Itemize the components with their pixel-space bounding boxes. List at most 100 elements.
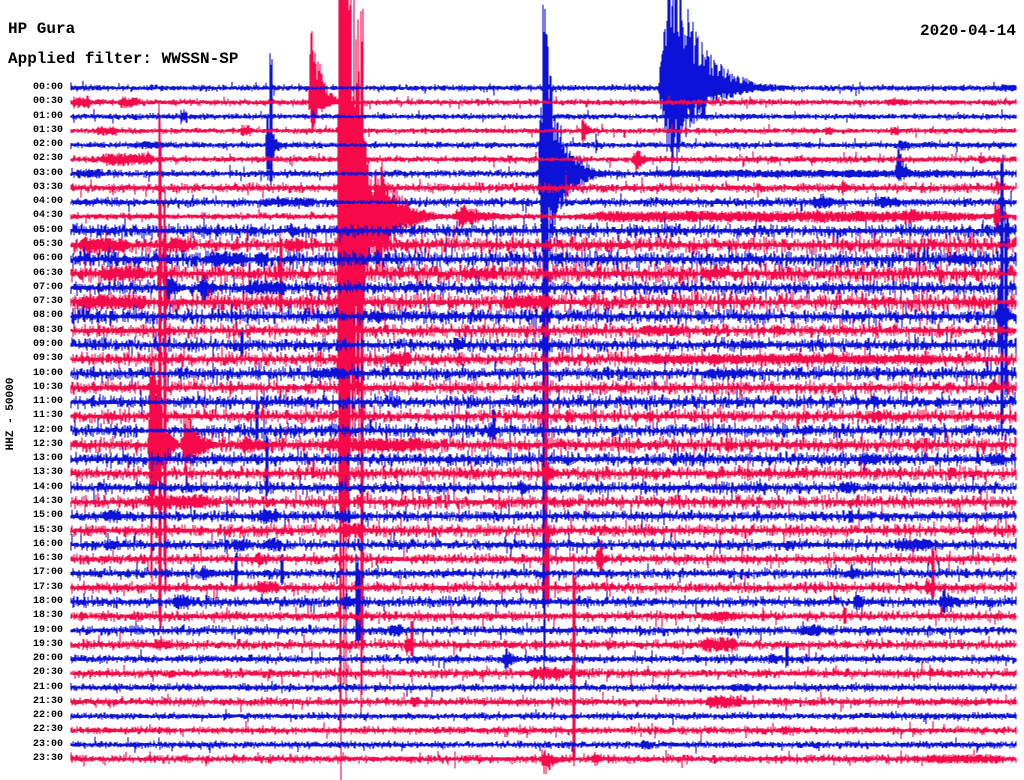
time-label: 20:30 xyxy=(32,667,63,679)
trace-row-1030 xyxy=(70,386,1017,390)
time-label: 10:00 xyxy=(32,367,63,379)
trace-row-0930 xyxy=(70,357,1017,362)
trace-row-0030 xyxy=(70,100,1017,105)
trace-row-2230 xyxy=(70,728,1017,733)
time-label: 16:30 xyxy=(32,553,63,565)
time-label: 15:30 xyxy=(32,524,63,536)
time-label: 06:30 xyxy=(32,267,63,279)
trace-row-0100 xyxy=(70,114,1017,119)
trace-row-0500 xyxy=(70,229,1017,233)
trace-row-1530 xyxy=(70,528,1017,533)
time-label: 04:30 xyxy=(32,210,63,222)
trace-row-1630 xyxy=(70,557,1017,561)
trace-row-2330 xyxy=(70,749,1017,775)
time-label: 23:30 xyxy=(32,753,63,764)
time-label: 10:30 xyxy=(32,381,63,393)
time-label: 15:00 xyxy=(32,510,63,522)
time-label: 02:30 xyxy=(32,153,63,165)
time-label: 14:30 xyxy=(32,496,63,508)
trace-row-0430 xyxy=(70,214,1017,219)
trace-row-2330 xyxy=(70,757,1017,761)
time-label: 09:30 xyxy=(32,353,63,365)
time-label: 04:00 xyxy=(32,196,63,208)
time-label: 00:30 xyxy=(32,96,63,108)
trace-row-2030 xyxy=(70,671,1017,676)
trace-row-0400 xyxy=(70,200,1017,204)
trace-row-0630 xyxy=(70,271,1017,276)
time-label: 22:30 xyxy=(32,724,63,736)
trace-row-1000 xyxy=(70,371,1017,376)
time-label: 22:00 xyxy=(32,710,63,722)
trace-row-0230 xyxy=(70,157,1017,162)
time-label: 18:00 xyxy=(32,595,63,607)
trace-row-1300 xyxy=(70,457,1017,461)
trace-row-1730 xyxy=(70,585,1017,590)
trace-row-0830 xyxy=(70,328,1017,333)
trace-row-0530 xyxy=(70,243,1017,247)
time-label: 07:00 xyxy=(32,281,63,293)
trace-row-1500 xyxy=(70,514,1017,519)
time-label: 17:00 xyxy=(32,567,63,579)
trace-row-0330 xyxy=(70,186,1017,190)
time-label: 19:00 xyxy=(32,624,63,636)
trace-row-1400 xyxy=(70,485,1017,490)
trace-row-0800 xyxy=(70,314,1017,319)
time-label: 17:30 xyxy=(32,581,63,593)
trace-row-0200 xyxy=(70,143,1017,147)
time-label: 03:30 xyxy=(32,181,63,193)
time-label: 14:00 xyxy=(32,481,63,493)
trace-row-1430 xyxy=(70,500,1017,504)
time-label: 02:00 xyxy=(32,139,63,151)
trace-row-2130 xyxy=(70,700,1017,704)
trace-row-2100 xyxy=(70,685,1017,690)
time-label: 11:30 xyxy=(32,410,63,422)
time-label: 09:00 xyxy=(32,338,63,350)
time-label: 18:30 xyxy=(32,610,63,622)
time-label: 03:00 xyxy=(32,167,63,179)
time-label: 11:00 xyxy=(32,396,63,408)
trace-row-1600 xyxy=(70,543,1017,547)
trace-row-2300 xyxy=(70,742,1017,747)
trace-row-0700 xyxy=(70,286,1017,290)
trace-row-0000 xyxy=(70,86,1017,90)
trace-row-1930 xyxy=(70,643,1017,647)
time-label: 21:00 xyxy=(32,681,63,693)
time-label: 16:00 xyxy=(32,538,63,550)
trace-row-2000 xyxy=(70,657,1017,661)
time-label: 00:00 xyxy=(32,82,63,93)
trace-row-1830 xyxy=(70,614,1017,618)
trace-row-0730 xyxy=(70,300,1017,304)
time-label: 08:30 xyxy=(32,324,63,336)
trace-row-1330 xyxy=(70,471,1017,476)
filter-label: Applied filter: WWSSN-SP xyxy=(8,50,239,68)
trace-row-0900 xyxy=(70,343,1017,347)
time-label: 13:30 xyxy=(32,467,63,479)
time-label: 20:00 xyxy=(32,653,63,665)
trace-row-1200 xyxy=(70,428,1017,433)
trace-row-0600 xyxy=(70,257,1017,262)
station-name: HP Gura xyxy=(8,20,76,38)
trace-row-1700 xyxy=(70,571,1017,576)
trace-row-1100 xyxy=(70,400,1017,404)
trace-row-1900 xyxy=(70,628,1017,633)
trace-row-0300 xyxy=(70,171,1017,176)
time-label: 12:30 xyxy=(32,438,63,450)
time-label: 13:00 xyxy=(32,453,63,465)
time-label: 21:30 xyxy=(32,695,63,707)
time-label: 23:00 xyxy=(32,738,63,750)
time-label: 07:30 xyxy=(32,296,63,308)
date-label: 2020-04-14 xyxy=(919,22,1016,40)
time-label: 12:00 xyxy=(32,424,63,436)
time-label: 01:30 xyxy=(32,124,63,136)
time-label: 05:00 xyxy=(32,224,63,236)
time-label: 19:30 xyxy=(32,638,63,650)
trace-row-1800 xyxy=(70,600,1017,604)
trace-row-0130 xyxy=(70,129,1017,133)
time-label: 06:00 xyxy=(32,253,63,265)
trace-row-1130 xyxy=(70,414,1017,419)
time-label: 08:00 xyxy=(32,310,63,322)
trace-row-2200 xyxy=(70,714,1017,718)
trace-row-1230 xyxy=(70,443,1017,447)
